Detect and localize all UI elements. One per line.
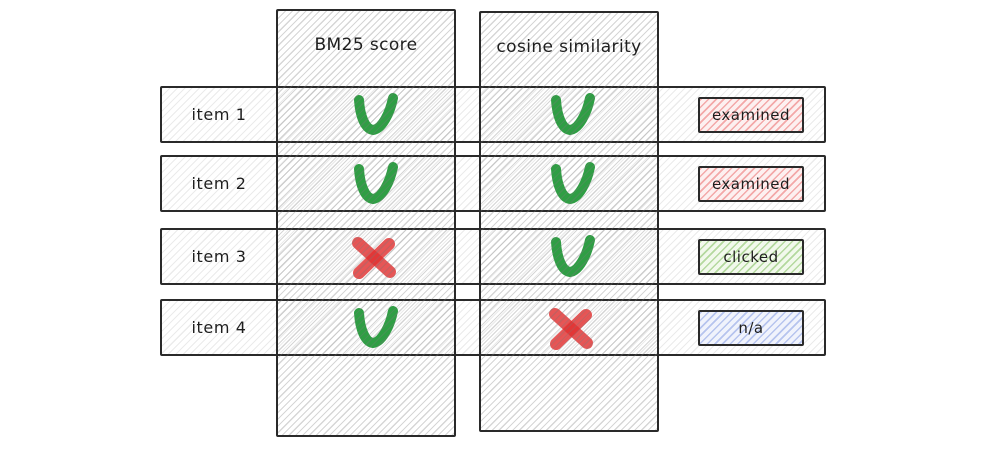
mark-item2-cosine <box>546 162 596 207</box>
column-header-bm25: BM25 score <box>314 35 418 55</box>
check-icon <box>354 162 398 205</box>
mark-item3-bm25 <box>349 235 399 280</box>
mark-item4-cosine <box>546 306 596 351</box>
check-icon <box>354 306 398 349</box>
status-badge-label: clicked <box>723 248 779 266</box>
check-icon <box>551 162 595 205</box>
mark-item1-bm25 <box>349 93 399 138</box>
status-badge: examined <box>698 166 804 202</box>
cross-icon <box>549 308 593 350</box>
table-row-item-3: item 3 clicked <box>160 228 826 285</box>
mark-item4-bm25 <box>349 306 399 351</box>
status-badge-label: n/a <box>738 319 764 337</box>
status-badge-label: examined <box>711 106 791 124</box>
check-icon <box>551 93 595 136</box>
status-badge-label: examined <box>711 175 791 193</box>
table-row-item-2: item 2 examined <box>160 155 826 212</box>
status-badge: n/a <box>698 310 804 346</box>
mark-item3-cosine <box>546 235 596 280</box>
item-label: item 4 <box>191 318 247 337</box>
check-icon <box>354 93 398 136</box>
table-row-item-1: item 1 examined <box>160 86 826 143</box>
check-icon <box>551 235 595 278</box>
item-label: item 3 <box>191 247 247 266</box>
status-badge: clicked <box>698 239 804 275</box>
cross-icon <box>352 237 396 279</box>
mark-item2-bm25 <box>349 162 399 207</box>
table-row-item-4: item 4 n/a <box>160 299 826 356</box>
mark-item1-cosine <box>546 93 596 138</box>
column-bm25-score: BM25 score <box>276 9 456 437</box>
item-label: item 2 <box>191 174 247 193</box>
item-label: item 1 <box>191 105 247 124</box>
column-cosine-similarity: cosine similarity <box>479 11 659 432</box>
column-header-cosine: cosine similarity <box>496 37 642 57</box>
status-badge: examined <box>698 97 804 133</box>
